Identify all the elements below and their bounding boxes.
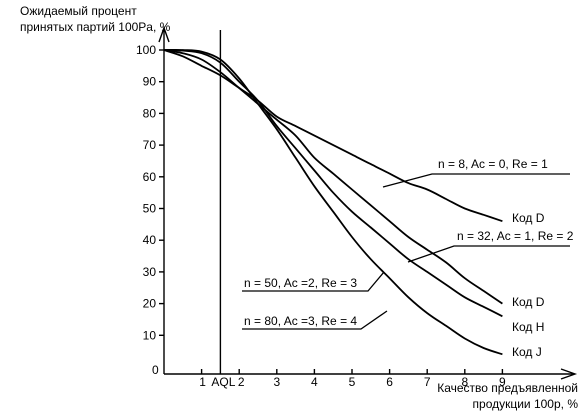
x-axis-title-line1: Качество предъявленной	[437, 381, 578, 395]
axis-ticks: 10 20 30 40 50 60 70 80 90 100 1 2 3 4 5 6 7 8 9	[136, 43, 506, 389]
x-tick-label-1: 1	[199, 375, 206, 389]
y-tick-label-60: 60	[143, 170, 157, 184]
x-axis-arrow	[560, 368, 578, 380]
x-tick-label-2: 2	[238, 375, 245, 389]
x-tick-label-8: 8	[461, 375, 468, 389]
y-tick-label-100: 100	[136, 43, 156, 57]
y-axis-title-line1: Ожидаемый процент	[20, 4, 137, 18]
y-tick-label-40: 40	[143, 233, 157, 247]
y-tick-label-80: 80	[143, 106, 157, 120]
x-tick-label-4: 4	[311, 375, 318, 389]
y-tick-label-90: 90	[143, 75, 157, 89]
code-label-series-2: Код D	[512, 295, 545, 309]
aql-label: AQL	[211, 375, 235, 389]
y-axis-title-line2: принятых партий 100Pa, %	[20, 20, 171, 34]
y-tick-label-10: 10	[143, 328, 157, 342]
series-3-label: n = 50, Ac =2, Re = 3	[244, 276, 357, 290]
y-tick-label-30: 30	[143, 265, 157, 279]
y-tick-label-20: 20	[143, 297, 157, 311]
x-tick-label-9: 9	[499, 375, 506, 389]
code-label-series-3: Код H	[512, 320, 544, 334]
leader-line-s2	[407, 245, 570, 263]
leader-line-s1	[382, 173, 570, 188]
oc-curve-series-2	[163, 49, 503, 305]
series-1-label: n = 8, Ac = 0, Re = 1	[438, 157, 548, 171]
oc-curve-series-1	[163, 49, 503, 223]
y-axis-arrow	[158, 25, 170, 43]
x-tick-label-6: 6	[386, 375, 393, 389]
y-tick-label-50: 50	[143, 202, 157, 216]
code-label-series-4: Код J	[512, 345, 542, 359]
oc-curve-series-3	[163, 49, 503, 318]
curves	[163, 48, 503, 356]
oc-curve-series-4	[163, 48, 503, 356]
x-tick-label-5: 5	[349, 375, 356, 389]
y-tick-label-70: 70	[143, 138, 157, 152]
leader-line-s4	[242, 310, 388, 330]
code-label-series-1: Код D	[512, 211, 545, 225]
origin-label: 0	[152, 363, 159, 377]
leader-line-s3	[242, 271, 385, 292]
series-2-label: n = 32, Ac = 1, Re = 2	[457, 229, 574, 243]
series-4-label: n = 80, Ac =3, Re = 4	[244, 314, 357, 328]
x-tick-label-3: 3	[273, 375, 280, 389]
x-tick-label-7: 7	[424, 375, 431, 389]
x-axis-title-line2: продукции 100p, %	[473, 397, 579, 411]
